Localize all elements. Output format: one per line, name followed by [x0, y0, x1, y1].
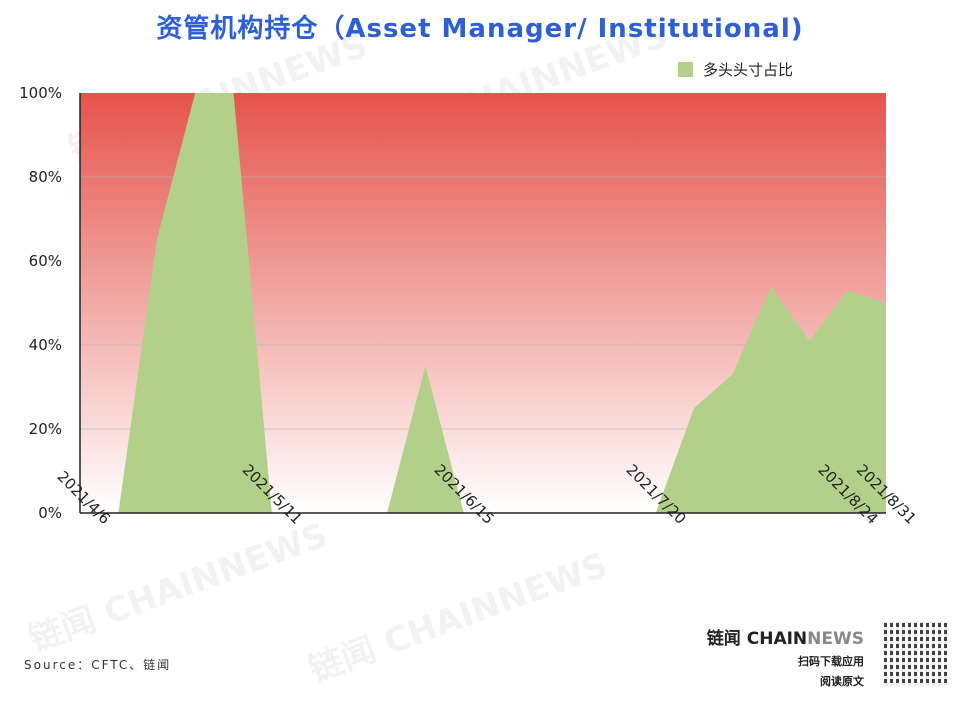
brand-cn: 链闻 — [706, 629, 741, 649]
y-tick-label: 20% — [29, 420, 62, 438]
brand-name: 链闻 CHAINNEWS — [707, 624, 864, 649]
legend-label: 多头头寸占比 — [703, 61, 793, 79]
legend-swatch — [678, 62, 693, 77]
series-area — [80, 93, 886, 513]
y-tick-label: 40% — [29, 336, 62, 354]
y-tick-label: 80% — [29, 168, 62, 186]
y-tick-label: 60% — [29, 252, 62, 270]
brand-chain: CHAIN — [746, 629, 808, 649]
brand-news: NEWS — [807, 629, 864, 649]
brand-download: 扫码下载应用 — [798, 655, 864, 668]
qr-code[interactable] — [884, 622, 948, 686]
y-tick-label: 100% — [19, 84, 62, 102]
chart-title: 资管机构持仓（Asset Manager/ Institutional) — [156, 14, 804, 44]
y-tick-label: 0% — [38, 504, 62, 522]
source-note: Source：CFTC、链闻 — [24, 658, 172, 672]
brand-read: 阅读原文 — [820, 675, 864, 688]
brand-block: 链闻 CHAINNEWS 扫码下载应用 阅读原文 — [707, 624, 864, 689]
